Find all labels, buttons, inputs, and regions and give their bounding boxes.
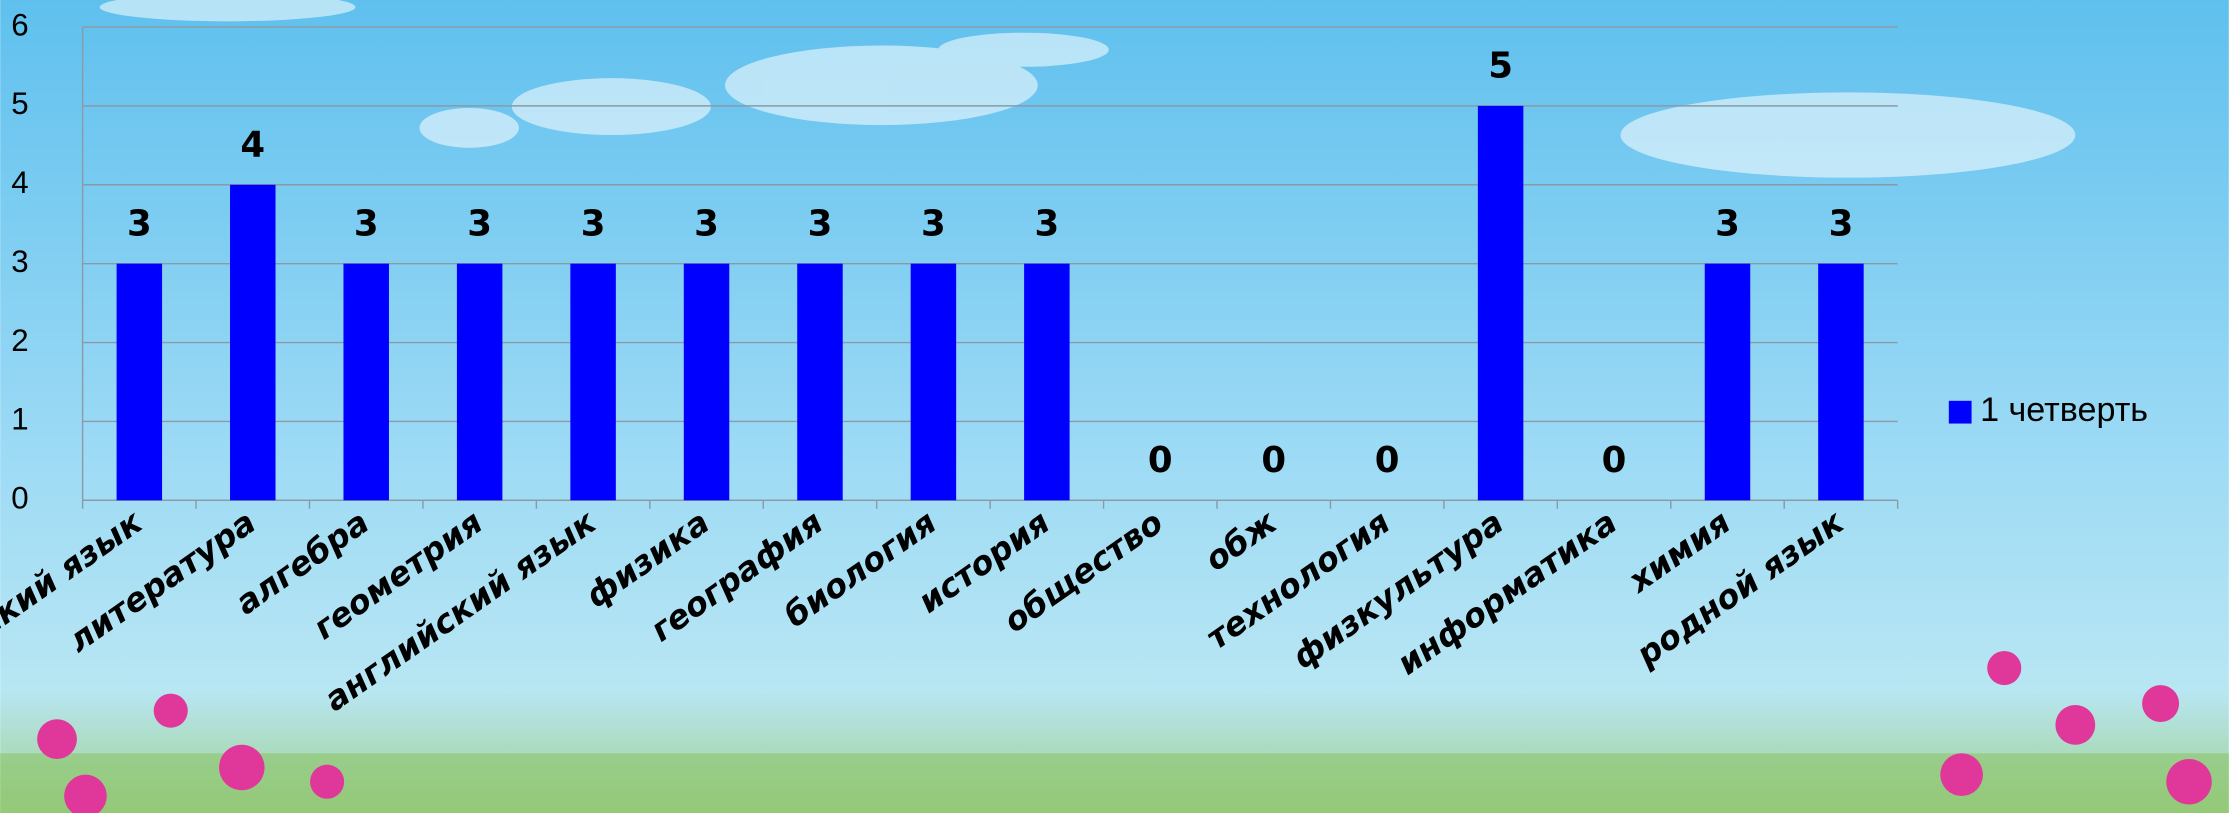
- bar: [797, 263, 843, 501]
- data-label: 3: [581, 203, 606, 244]
- grass: [0, 753, 2229, 813]
- y-tick-label: 6: [11, 7, 28, 42]
- data-label: 3: [1829, 203, 1854, 244]
- data-label: 0: [1602, 440, 1627, 481]
- y-tick-label: 2: [11, 323, 28, 358]
- bar: [570, 263, 616, 501]
- flowers: [37, 650, 2212, 813]
- data-label: 0: [1261, 440, 1286, 481]
- data-label: 3: [921, 203, 946, 244]
- y-tick-label: 5: [11, 86, 28, 121]
- data-label: 3: [694, 203, 719, 244]
- y-tick-label: 3: [11, 244, 28, 279]
- y-tick-label: 1: [11, 402, 28, 437]
- data-label: 3: [1715, 203, 1740, 244]
- data-label: 3: [808, 203, 833, 244]
- legend-label: 1 четверть: [1980, 391, 2148, 429]
- bar: [1818, 263, 1864, 501]
- bar: [1477, 105, 1524, 501]
- legend-swatch: [1948, 400, 1972, 424]
- data-label: 0: [1375, 440, 1400, 481]
- bar: [343, 263, 389, 501]
- bar: [116, 263, 163, 501]
- data-label: 3: [467, 203, 492, 244]
- data-label: 5: [1488, 46, 1513, 87]
- data-label: 3: [1034, 203, 1059, 244]
- clouds: [99, 0, 2076, 178]
- bar: [230, 184, 276, 501]
- bar: [456, 263, 503, 501]
- data-label: 4: [240, 124, 265, 165]
- data-label: 0: [1148, 440, 1173, 481]
- y-tick-label: 4: [11, 165, 28, 200]
- bar: [1704, 263, 1751, 501]
- data-label: 3: [127, 203, 152, 244]
- y-tick-label: 0: [11, 481, 28, 516]
- data-label: 3: [354, 203, 379, 244]
- bar: [910, 263, 957, 501]
- bar: [1024, 263, 1070, 501]
- bar: [683, 263, 730, 501]
